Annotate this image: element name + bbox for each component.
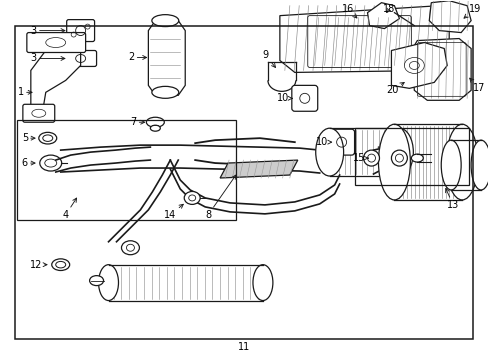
Ellipse shape	[184, 192, 200, 204]
Text: 1: 1	[18, 87, 32, 97]
Ellipse shape	[152, 86, 179, 98]
Ellipse shape	[410, 154, 423, 162]
Ellipse shape	[152, 15, 179, 27]
Polygon shape	[390, 42, 447, 88]
Text: 3: 3	[31, 54, 65, 63]
Bar	[15, 26, 472, 339]
Text: 10: 10	[276, 93, 291, 103]
Bar	[17, 120, 236, 220]
Polygon shape	[220, 160, 297, 178]
Ellipse shape	[89, 276, 103, 285]
Ellipse shape	[252, 265, 272, 301]
Polygon shape	[367, 3, 399, 28]
Ellipse shape	[385, 128, 412, 176]
Text: 20: 20	[386, 82, 404, 95]
Polygon shape	[279, 6, 448, 72]
Ellipse shape	[146, 117, 164, 127]
Polygon shape	[410, 39, 470, 100]
Ellipse shape	[40, 155, 61, 171]
Ellipse shape	[378, 124, 409, 200]
Text: 11: 11	[237, 342, 250, 352]
Text: 3: 3	[31, 26, 65, 36]
Text: 10: 10	[315, 137, 331, 147]
Ellipse shape	[52, 259, 69, 270]
FancyBboxPatch shape	[64, 50, 96, 67]
Ellipse shape	[121, 241, 139, 255]
Ellipse shape	[315, 128, 343, 176]
Text: 12: 12	[30, 260, 47, 270]
FancyBboxPatch shape	[66, 20, 94, 41]
Text: 17: 17	[469, 78, 484, 93]
Text: 15: 15	[353, 153, 368, 163]
FancyBboxPatch shape	[291, 85, 317, 111]
FancyBboxPatch shape	[23, 104, 55, 122]
Polygon shape	[148, 21, 185, 95]
Text: 7: 7	[130, 117, 144, 127]
FancyBboxPatch shape	[328, 129, 354, 155]
FancyBboxPatch shape	[27, 32, 85, 53]
Ellipse shape	[39, 132, 57, 144]
Ellipse shape	[446, 124, 477, 200]
Text: 6: 6	[22, 158, 35, 168]
Ellipse shape	[470, 140, 488, 190]
Text: 14: 14	[164, 204, 183, 220]
Bar	[354, 128, 468, 185]
Text: 18: 18	[383, 4, 395, 14]
Ellipse shape	[390, 150, 407, 166]
Text: 8: 8	[204, 175, 235, 220]
Ellipse shape	[99, 265, 118, 301]
Text: 2: 2	[128, 53, 146, 63]
Ellipse shape	[363, 150, 379, 166]
Ellipse shape	[440, 140, 460, 190]
Text: 16: 16	[341, 4, 356, 18]
Polygon shape	[31, 42, 81, 110]
Text: 13: 13	[445, 188, 458, 210]
Text: 9: 9	[263, 50, 275, 67]
Text: 5: 5	[21, 133, 35, 143]
Polygon shape	[428, 1, 470, 32]
Text: 4: 4	[62, 198, 77, 220]
Ellipse shape	[150, 125, 160, 131]
Text: 19: 19	[463, 4, 480, 18]
